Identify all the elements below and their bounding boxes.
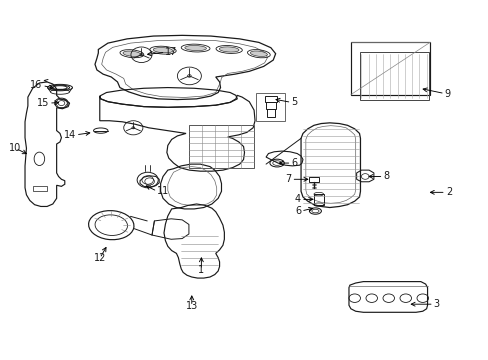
Text: 15: 15 xyxy=(37,98,49,108)
Text: 7: 7 xyxy=(285,174,291,184)
Ellipse shape xyxy=(122,51,141,57)
Text: 3: 3 xyxy=(433,299,439,309)
Text: 8: 8 xyxy=(383,171,389,181)
Bar xyxy=(264,96,276,102)
Text: 14: 14 xyxy=(63,130,76,140)
Text: 6: 6 xyxy=(294,206,301,216)
Text: 17: 17 xyxy=(165,47,178,57)
Bar xyxy=(265,102,275,109)
Text: 5: 5 xyxy=(291,98,297,107)
Text: 10: 10 xyxy=(9,143,21,153)
Text: 6: 6 xyxy=(291,158,297,168)
Ellipse shape xyxy=(153,48,173,53)
Text: 4: 4 xyxy=(294,194,301,204)
Bar xyxy=(256,93,285,121)
Text: 13: 13 xyxy=(185,301,198,311)
Text: 9: 9 xyxy=(444,89,450,99)
Text: 1: 1 xyxy=(198,265,204,275)
Bar xyxy=(308,177,318,182)
Text: 12: 12 xyxy=(93,253,106,263)
Text: 11: 11 xyxy=(157,186,169,196)
Ellipse shape xyxy=(219,47,239,52)
Bar xyxy=(359,52,428,100)
Ellipse shape xyxy=(184,45,206,51)
Ellipse shape xyxy=(250,51,267,57)
Bar xyxy=(350,42,429,95)
Text: 16: 16 xyxy=(30,80,42,90)
Text: 2: 2 xyxy=(445,187,451,197)
Bar xyxy=(189,125,254,168)
Bar xyxy=(313,194,323,205)
Bar xyxy=(33,186,47,191)
Bar xyxy=(266,109,274,117)
